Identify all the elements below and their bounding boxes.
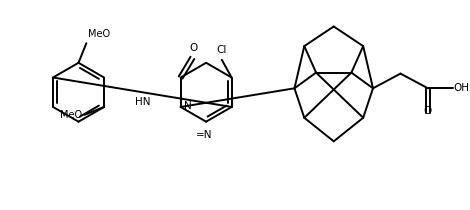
Text: O: O (424, 106, 432, 116)
Text: HN: HN (134, 97, 150, 107)
Text: N: N (184, 101, 191, 111)
Text: =N: =N (196, 130, 212, 139)
Text: O: O (189, 43, 197, 53)
Text: OH: OH (454, 83, 470, 93)
Text: Cl: Cl (217, 45, 227, 55)
Text: MeO: MeO (60, 110, 82, 120)
Text: MeO: MeO (88, 29, 110, 39)
